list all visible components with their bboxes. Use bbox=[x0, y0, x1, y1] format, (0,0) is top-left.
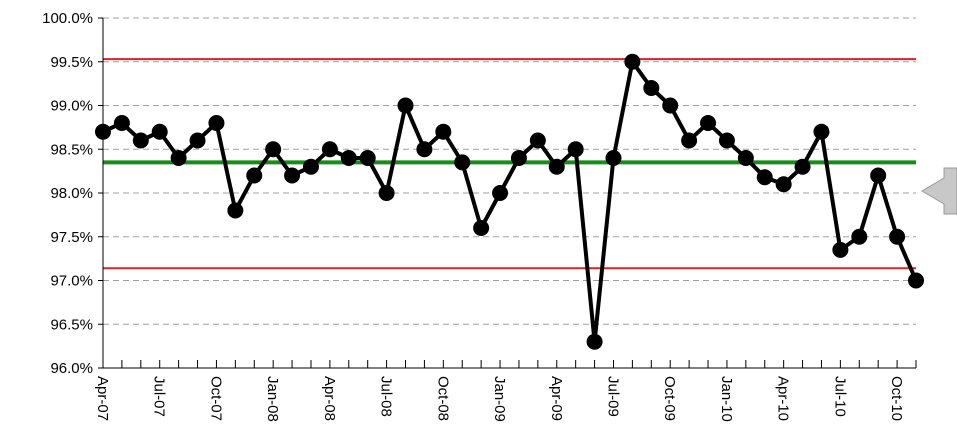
data-point bbox=[870, 167, 887, 184]
data-point bbox=[737, 150, 754, 166]
x-tick-label: Apr-08 bbox=[321, 376, 338, 421]
y-tick-label: 98.5% bbox=[50, 141, 93, 158]
data-point bbox=[662, 97, 679, 114]
x-tick-label: Oct-09 bbox=[661, 376, 678, 421]
data-point bbox=[378, 185, 395, 201]
x-tick-label: Jan-10 bbox=[718, 376, 735, 422]
data-point bbox=[284, 167, 301, 184]
x-tick-label: Oct-07 bbox=[207, 376, 224, 421]
data-point bbox=[851, 228, 868, 245]
data-point bbox=[473, 220, 490, 236]
y-tick-label: 97.5% bbox=[50, 229, 93, 246]
y-tick-label: 99.0% bbox=[50, 98, 93, 115]
y-tick-label: 100.0% bbox=[42, 10, 93, 27]
data-point bbox=[643, 80, 660, 96]
data-point bbox=[246, 167, 263, 184]
x-tick-label: Oct-10 bbox=[888, 376, 905, 421]
data-point bbox=[435, 123, 452, 140]
data-point bbox=[908, 272, 924, 289]
y-tick-label: 97.0% bbox=[50, 273, 93, 290]
data-point bbox=[492, 185, 509, 201]
y-tick-label: 96.0% bbox=[50, 360, 93, 377]
data-point bbox=[889, 228, 906, 245]
x-tick-label: Apr-09 bbox=[548, 376, 565, 421]
data-point bbox=[605, 150, 622, 166]
data-point bbox=[416, 141, 433, 158]
series-line bbox=[102, 59, 918, 344]
data-point bbox=[321, 141, 338, 158]
pointer-arrow bbox=[921, 167, 957, 215]
data-point bbox=[170, 150, 187, 166]
data-point bbox=[265, 141, 282, 158]
data-point bbox=[813, 123, 830, 140]
x-tick-label: Jan-08 bbox=[264, 376, 281, 422]
data-point bbox=[529, 132, 546, 149]
data-point bbox=[775, 176, 792, 193]
data-point bbox=[95, 123, 111, 140]
x-tick-label: Jul-09 bbox=[604, 376, 621, 417]
y-tick-label: 98.0% bbox=[50, 185, 93, 202]
data-point bbox=[756, 169, 773, 186]
x-tick-label: Oct-08 bbox=[434, 376, 451, 421]
x-tick-label: Apr-10 bbox=[775, 376, 792, 421]
y-tick-label: 99.5% bbox=[50, 54, 93, 71]
data-point bbox=[586, 333, 603, 350]
data-point bbox=[397, 97, 414, 114]
data-point bbox=[700, 115, 717, 131]
y-tick-label: 96.5% bbox=[50, 316, 93, 333]
data-point bbox=[718, 132, 735, 149]
x-tick-label: Jul-10 bbox=[831, 376, 848, 417]
x-tick-label: Apr-07 bbox=[94, 376, 111, 421]
data-point bbox=[302, 158, 319, 175]
data-point bbox=[227, 202, 244, 219]
data-point bbox=[548, 158, 565, 175]
data-point bbox=[132, 132, 149, 149]
data-point bbox=[454, 154, 471, 171]
data-point bbox=[510, 150, 527, 166]
data-point bbox=[189, 132, 206, 149]
data-point bbox=[113, 115, 130, 131]
data-point bbox=[359, 150, 376, 166]
data-point bbox=[340, 150, 357, 166]
data-point bbox=[681, 132, 698, 149]
data-point bbox=[567, 141, 584, 158]
data-point bbox=[624, 53, 641, 70]
x-tick-label: Jul-08 bbox=[378, 376, 395, 417]
x-tick-label: Jan-09 bbox=[491, 376, 508, 422]
data-point bbox=[832, 241, 849, 258]
data-point bbox=[794, 158, 811, 175]
data-point bbox=[208, 115, 225, 131]
data-point bbox=[151, 123, 168, 140]
x-tick-label: Jul-07 bbox=[151, 376, 168, 417]
